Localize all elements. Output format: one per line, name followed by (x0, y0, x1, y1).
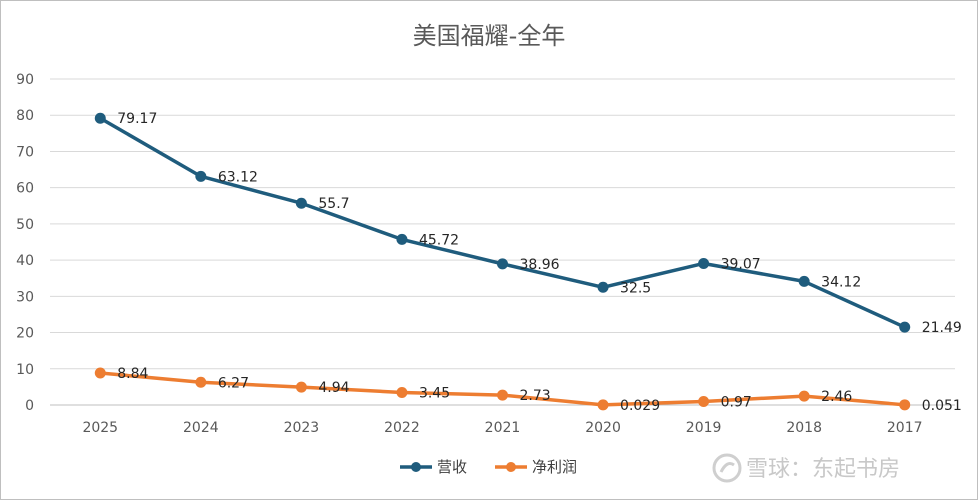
chart-title: 美国福耀-全年 (413, 22, 566, 50)
data-label: 38.96 (520, 257, 560, 273)
legend-label-profit: 净利润 (532, 458, 577, 476)
data-point (597, 399, 609, 411)
y-tick-label: 30 (16, 289, 34, 305)
data-point (698, 257, 710, 269)
data-point (497, 389, 508, 401)
legend: 营收 净利润 (400, 458, 577, 476)
data-point (798, 390, 810, 402)
data-label: 0.051 (922, 398, 962, 414)
y-tick-label: 20 (16, 326, 34, 342)
data-label: 2.46 (821, 389, 852, 405)
data-label: 4.94 (318, 380, 349, 396)
x-tick-label: 2021 (485, 420, 521, 436)
legend-marker-profit (506, 462, 516, 472)
series-net-profit: 8.84 6.27 4.94 3.45 2.73 0.029 0.97 2.46 0.051 (94, 366, 962, 414)
data-point (597, 281, 609, 293)
y-tick-label: 80 (16, 108, 34, 124)
data-point (899, 399, 911, 411)
x-tick-label: 2020 (585, 420, 621, 436)
data-point (798, 275, 810, 287)
watermark: 雪球：东起书房 (712, 453, 900, 483)
legend-label-revenue: 营收 (437, 458, 467, 476)
x-tick-label: 2017 (887, 420, 923, 436)
data-label: 63.12 (218, 169, 258, 185)
data-label: 34.12 (821, 274, 861, 290)
y-tick-label: 0 (25, 398, 34, 414)
watermark-text: 雪球：东起书房 (746, 457, 900, 482)
x-tick-label: 2018 (786, 420, 822, 436)
data-label: 21.49 (922, 320, 962, 336)
data-point (698, 395, 710, 407)
y-tick-label: 40 (16, 253, 34, 269)
data-point (94, 112, 106, 124)
y-axis-ticks: 0 10 20 30 40 50 60 70 80 90 (16, 72, 34, 414)
data-point (497, 258, 508, 270)
data-point (195, 376, 207, 388)
data-label: 6.27 (218, 375, 249, 391)
gridlines (50, 78, 955, 406)
data-point (396, 233, 408, 245)
series-revenue: 79.17 63.12 55.7 45.72 38.96 32.5 39.07 34.12 21… (94, 111, 962, 336)
data-label: 45.72 (419, 232, 459, 248)
y-tick-label: 60 (16, 181, 34, 197)
y-tick-label: 10 (16, 362, 34, 378)
x-tick-label: 2025 (82, 420, 118, 436)
legend-marker-revenue (411, 462, 421, 472)
data-point (295, 381, 307, 393)
data-label: 39.07 (721, 256, 761, 272)
data-label: 0.97 (721, 394, 752, 410)
data-point (195, 170, 207, 182)
data-label: 79.17 (117, 111, 157, 127)
y-tick-label: 90 (16, 72, 34, 88)
y-tick-label: 50 (16, 217, 34, 233)
snowball-logo-icon (712, 453, 742, 483)
data-label: 8.84 (117, 366, 148, 382)
data-point (295, 197, 307, 209)
y-tick-label: 70 (16, 144, 34, 160)
series-group: 79.17 63.12 55.7 45.72 38.96 32.5 39.07 34.12 21… (94, 111, 962, 414)
data-label: 55.7 (318, 196, 349, 212)
series-line (98, 116, 907, 329)
data-label: 32.5 (620, 280, 651, 296)
x-tick-label: 2019 (686, 420, 722, 436)
x-tick-label: 2022 (384, 420, 420, 436)
data-label: 3.45 (419, 386, 450, 402)
data-point (899, 321, 911, 333)
data-label: 0.029 (620, 398, 660, 414)
data-point (94, 367, 106, 379)
x-tick-label: 2024 (183, 420, 219, 436)
data-point (396, 387, 408, 399)
x-tick-label: 2023 (284, 420, 320, 436)
data-label: 2.73 (520, 388, 551, 404)
x-axis-ticks: 2025 2024 2023 2022 2021 2020 2019 2018 2017 (82, 420, 922, 436)
